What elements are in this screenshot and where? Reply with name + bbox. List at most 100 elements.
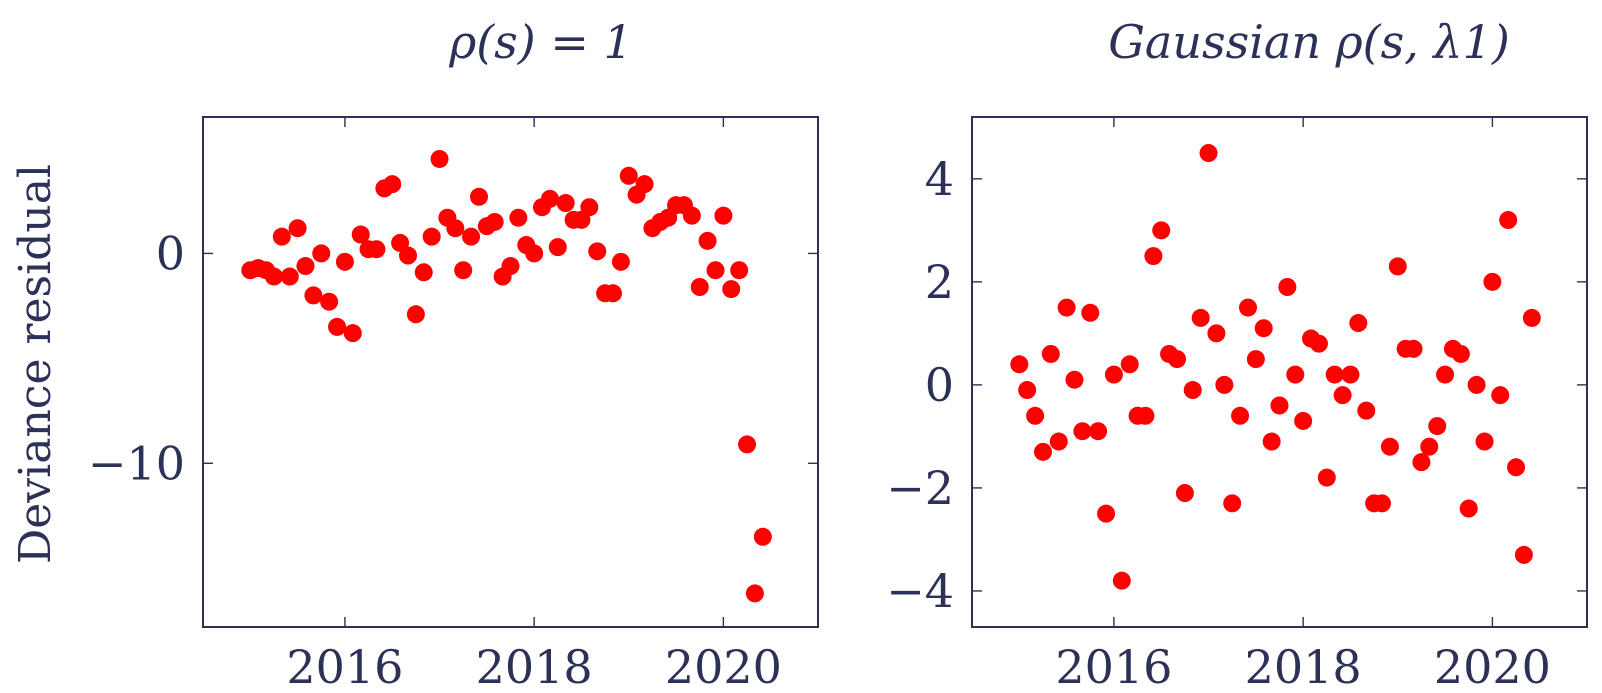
left-data-point — [540, 189, 559, 208]
right-data-point — [1223, 494, 1242, 513]
right-data-point — [1262, 432, 1281, 451]
right-data-point — [1104, 365, 1123, 384]
left-data-point — [304, 286, 323, 305]
right-data-point — [1286, 365, 1305, 384]
left-data-point — [509, 208, 528, 227]
right-y-tick-label: 0 — [925, 358, 954, 412]
right-data-point — [1207, 324, 1226, 343]
right-data-point — [1183, 381, 1202, 400]
right-x-tick-label: 2018 — [1245, 640, 1362, 693]
left-data-point — [335, 252, 354, 271]
left-data-point — [469, 187, 488, 206]
left-data-point — [422, 227, 441, 246]
left-data-point — [611, 252, 630, 271]
right-data-point — [1428, 417, 1447, 436]
right-data-point — [1097, 504, 1116, 523]
right-data-point — [1136, 406, 1155, 425]
right-data-point — [1081, 303, 1100, 322]
left-data-point — [367, 240, 386, 259]
right-data-point — [1026, 406, 1045, 425]
right-x-tick-label: 2020 — [1434, 640, 1551, 693]
right-title: Gaussian ρ(s, λ1) — [1108, 15, 1510, 69]
right-data-point — [1254, 319, 1273, 338]
left-data-point — [635, 175, 654, 194]
left-data-point — [399, 246, 418, 265]
right-data-point — [1120, 355, 1139, 374]
right-data-point — [1246, 350, 1265, 369]
left-data-point — [446, 219, 465, 238]
right-data-point — [1089, 422, 1108, 441]
left-data-point — [280, 267, 299, 286]
right-plot-frame — [971, 116, 1588, 628]
right-data-point — [1333, 386, 1352, 405]
right-data-point — [1041, 344, 1060, 363]
right-data-point — [1010, 355, 1029, 374]
right-data-point — [1152, 221, 1171, 240]
right-data-point — [1388, 257, 1407, 276]
right-data-point — [1309, 334, 1328, 353]
left-data-point — [714, 206, 733, 225]
left-data-point — [343, 324, 362, 343]
left-data-point — [288, 219, 307, 238]
right-data-point — [1380, 437, 1399, 456]
left-data-point — [264, 267, 283, 286]
right-y-tick-label: −4 — [886, 564, 954, 618]
left-y-axis-label: Deviance residual — [10, 164, 61, 564]
left-data-point — [296, 257, 315, 276]
right-data-point — [1231, 406, 1250, 425]
right-data-point — [1341, 365, 1360, 384]
left-data-point — [383, 175, 402, 194]
left-data-point — [430, 149, 449, 168]
left-data-point — [738, 435, 757, 454]
right-data-point — [1112, 571, 1131, 590]
right-data-point — [1491, 386, 1510, 405]
left-panel: ρ(s) = 1 Deviance residual 2016 2018 2020 −… — [10, 15, 819, 693]
left-data-point — [320, 292, 339, 311]
right-panel: Gaussian ρ(s, λ1) 2016 2018 2020 −4 −2 0 2 4 — [886, 15, 1588, 693]
left-data-point — [690, 278, 709, 296]
right-data-point — [1278, 278, 1297, 296]
left-data-point — [351, 225, 370, 244]
right-data-point — [1507, 458, 1526, 477]
left-data-point — [730, 261, 749, 280]
right-data-point — [1073, 422, 1092, 441]
right-data-point — [1199, 144, 1218, 163]
right-data-point — [1317, 468, 1336, 487]
right-data-point — [1057, 298, 1076, 317]
right-data-point — [1294, 411, 1313, 430]
right-y-tick-label: −2 — [886, 461, 954, 515]
right-data-point — [1357, 401, 1376, 420]
left-data-point — [272, 227, 291, 246]
left-data-point — [328, 317, 347, 336]
right-data-point — [1270, 396, 1289, 415]
right-data-point — [1049, 432, 1068, 451]
right-data-point — [1404, 339, 1423, 358]
right-data-point — [1349, 314, 1368, 333]
left-data-point — [556, 194, 575, 213]
right-data-point — [1514, 545, 1533, 564]
right-data-point — [1483, 272, 1502, 291]
right-data-point — [1033, 442, 1052, 461]
left-data-point — [706, 261, 725, 280]
left-x-tick-label: 2018 — [476, 640, 593, 693]
right-data-point — [1238, 298, 1257, 317]
right-data-point — [1522, 308, 1541, 327]
right-data-point — [1065, 370, 1084, 389]
left-data-point — [682, 206, 701, 225]
right-x-tick-label: 2016 — [1055, 640, 1172, 693]
left-data-point — [485, 212, 504, 231]
left-data-point — [619, 166, 638, 185]
right-data-point — [1436, 365, 1455, 384]
left-data-point — [698, 231, 717, 250]
right-data-point — [1412, 453, 1431, 472]
left-data-point — [745, 584, 764, 603]
right-y-tick-label: 2 — [925, 255, 954, 309]
left-data-point — [501, 257, 520, 276]
left-plot-frame — [202, 116, 819, 628]
left-data-point — [462, 227, 481, 246]
left-data-point — [588, 242, 607, 261]
right-y-tick-label: 4 — [925, 152, 954, 206]
left-y-tick-label: 0 — [156, 226, 185, 280]
right-data-point — [1451, 344, 1470, 363]
left-data-point — [525, 244, 544, 263]
